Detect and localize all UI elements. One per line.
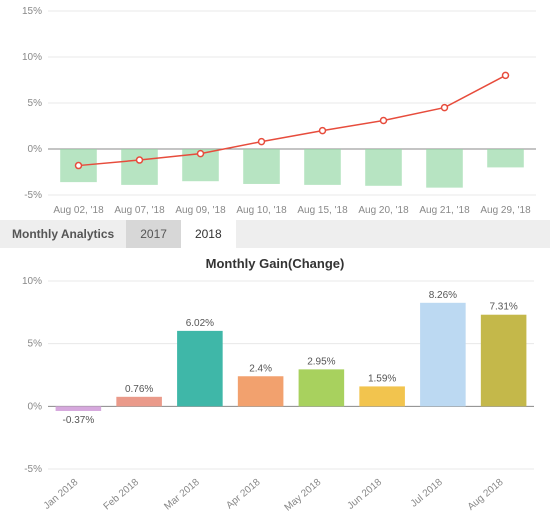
svg-text:Aug 02, '18: Aug 02, '18 <box>53 205 104 216</box>
svg-text:Aug 15, '18: Aug 15, '18 <box>297 205 348 216</box>
svg-text:6.02%: 6.02% <box>186 318 214 329</box>
svg-text:Aug 09, '18: Aug 09, '18 <box>175 205 226 216</box>
svg-text:Aug 20, '18: Aug 20, '18 <box>358 205 409 216</box>
svg-text:Aug 29, '18: Aug 29, '18 <box>480 205 531 216</box>
monthly-analytics-label: Monthly Analytics <box>0 227 126 241</box>
svg-text:Aug 07, '18: Aug 07, '18 <box>114 205 165 216</box>
svg-text:Aug 10, '18: Aug 10, '18 <box>236 205 287 216</box>
top-chart-panel: -5% 0% 5% 10% 15% Aug 02, '18 Aug 07, '18 Aug 0… <box>0 0 550 220</box>
monthly-analytics-tabs: Monthly Analytics 2017 2018 <box>0 220 550 248</box>
tab-2018[interactable]: 2018 <box>181 220 236 248</box>
top-chart-svg: -5% 0% 5% 10% 15% Aug 02, '18 Aug 07, '18 Aug 0… <box>8 5 542 219</box>
svg-text:10%: 10% <box>22 52 42 63</box>
bottom-chart-svg: -5% 0% 5% 10% -0.37% 0.76% 6.02% 2.4% 2.95% 1.59%… <box>8 275 542 515</box>
svg-text:Aug 21, '18: Aug 21, '18 <box>419 205 470 216</box>
tab-2017[interactable]: 2017 <box>126 220 181 248</box>
svg-text:-0.37%: -0.37% <box>63 415 95 426</box>
svg-text:10%: 10% <box>22 276 42 287</box>
svg-text:-5%: -5% <box>24 190 42 201</box>
svg-text:0.76%: 0.76% <box>125 384 153 395</box>
svg-text:-5%: -5% <box>24 464 42 475</box>
svg-text:0%: 0% <box>28 401 43 412</box>
svg-text:0%: 0% <box>28 144 43 155</box>
svg-text:1.59%: 1.59% <box>368 373 396 384</box>
svg-text:15%: 15% <box>22 6 42 17</box>
svg-text:7.31%: 7.31% <box>489 302 517 313</box>
bottom-chart-panel: Monthly Gain(Change) -5% 0% 5% 10% -0.37% 0.7… <box>0 248 550 518</box>
svg-text:5%: 5% <box>28 339 43 350</box>
svg-text:8.26%: 8.26% <box>429 290 457 301</box>
svg-text:2.95%: 2.95% <box>307 356 335 367</box>
svg-text:5%: 5% <box>28 98 43 109</box>
svg-text:2.4%: 2.4% <box>249 363 272 374</box>
bottom-chart-title: Monthly Gain(Change) <box>8 256 542 271</box>
